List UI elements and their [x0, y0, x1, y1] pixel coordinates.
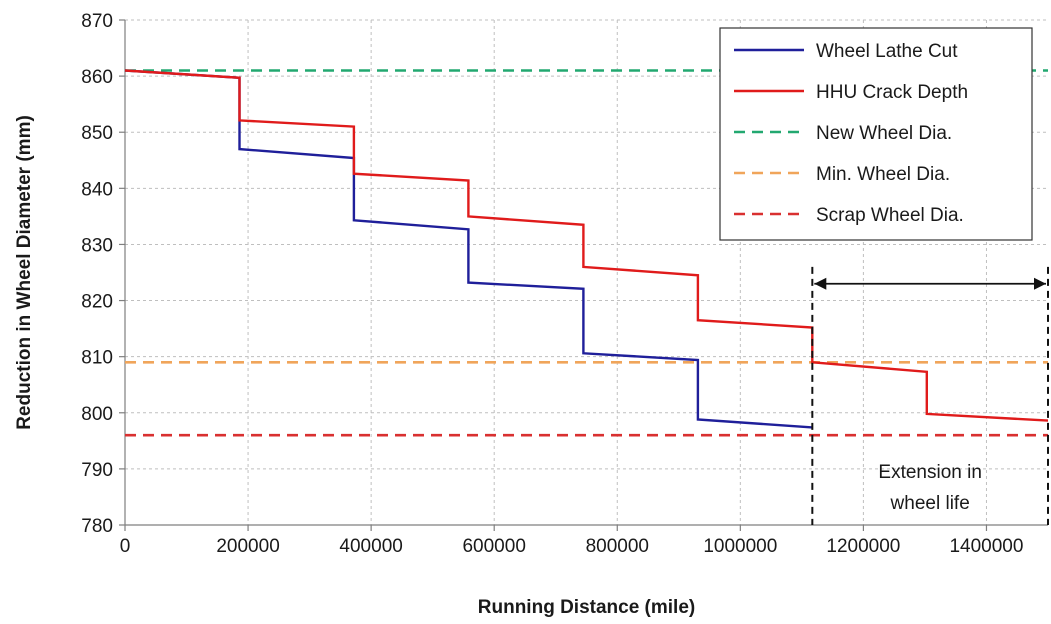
legend-label: Scrap Wheel Dia. — [816, 205, 964, 226]
axis-layer: 780 790 800 810 820 830 840 850 860 870 0 200000 400… — [14, 11, 1048, 618]
extension-arrowhead-right — [1034, 277, 1046, 290]
y-tick-label: 830 — [81, 235, 113, 256]
series-line-wheel-lathe-cut — [124, 69, 813, 429]
y-tick-label: 780 — [81, 516, 113, 537]
extension-label: wheel life — [890, 493, 970, 514]
series-line-hhu-crack-depth — [124, 69, 1049, 422]
y-tick-label: 840 — [81, 179, 113, 200]
y-tick-label: 800 — [81, 404, 113, 425]
x-tick-label: 0 — [120, 536, 131, 557]
x-tick-label: 400000 — [339, 536, 402, 557]
y-tick-label: 790 — [81, 460, 113, 481]
y-tick-label: 820 — [81, 292, 113, 313]
x-tick-label: 200000 — [216, 536, 279, 557]
extension-arrowhead-left — [814, 277, 827, 290]
y-tick-label: 860 — [81, 67, 113, 88]
y-axis-title: Reduction in Wheel Diameter (mm) — [14, 115, 35, 430]
legend-label: New Wheel Dia. — [816, 123, 952, 144]
annotation-layer: Extension in wheel life — [811, 266, 1049, 525]
legend: Wheel Lathe Cut HHU Crack Depth New Wheel … — [719, 27, 1033, 241]
x-tick-label: 800000 — [586, 536, 649, 557]
x-axis-title: Running Distance (mile) — [478, 597, 695, 618]
legend-label: HHU Crack Depth — [816, 82, 968, 103]
extension-label: Extension in — [878, 462, 982, 483]
x-tick-label: 600000 — [462, 536, 525, 557]
y-tick-label: 870 — [81, 11, 113, 32]
legend-label: Min. Wheel Dia. — [816, 164, 950, 185]
y-tick-label: 850 — [81, 123, 113, 144]
x-tick-label: 1400000 — [949, 536, 1023, 557]
legend-box — [719, 27, 1033, 241]
y-tick-label: 810 — [81, 348, 113, 369]
x-tick-label: 1000000 — [703, 536, 777, 557]
series-layer — [124, 69, 1049, 437]
legend-label: Wheel Lathe Cut — [816, 41, 958, 62]
x-tick-label: 1200000 — [826, 536, 900, 557]
